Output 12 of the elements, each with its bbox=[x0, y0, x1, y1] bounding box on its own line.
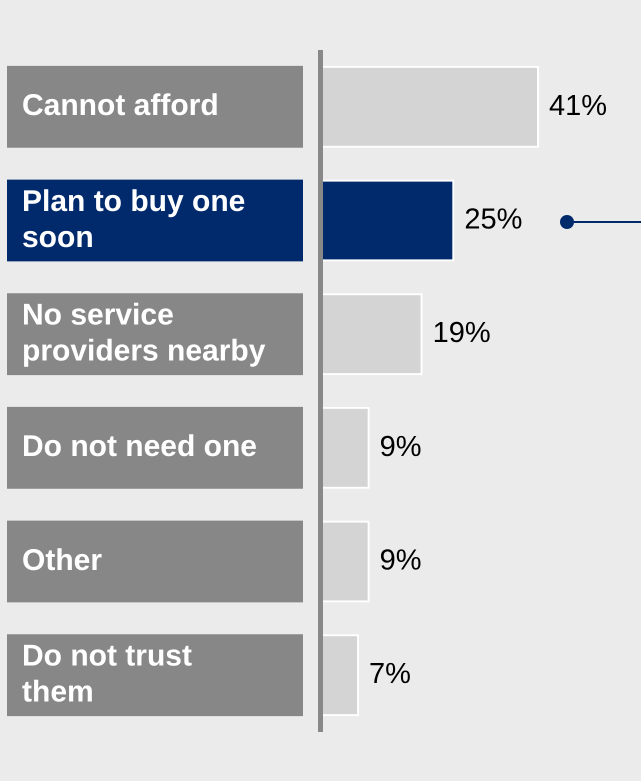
y-tick-label: Plan to buy one soon bbox=[22, 184, 246, 254]
data-label: 25% bbox=[464, 204, 522, 236]
y-tick-label: Cannot afford bbox=[22, 89, 219, 122]
y-tick-label: No service providers nearby bbox=[22, 298, 266, 368]
y-tick-label: Other bbox=[22, 544, 102, 577]
data-label: 9% bbox=[380, 430, 422, 463]
y-tick-label: Do not trust them bbox=[22, 639, 192, 708]
data-label: 9% bbox=[380, 544, 422, 576]
data-label: 41% bbox=[549, 90, 608, 122]
data-label: 7% bbox=[369, 658, 411, 690]
y-tick-label: Do not need one bbox=[22, 430, 257, 464]
data-label: 19% bbox=[432, 317, 491, 350]
